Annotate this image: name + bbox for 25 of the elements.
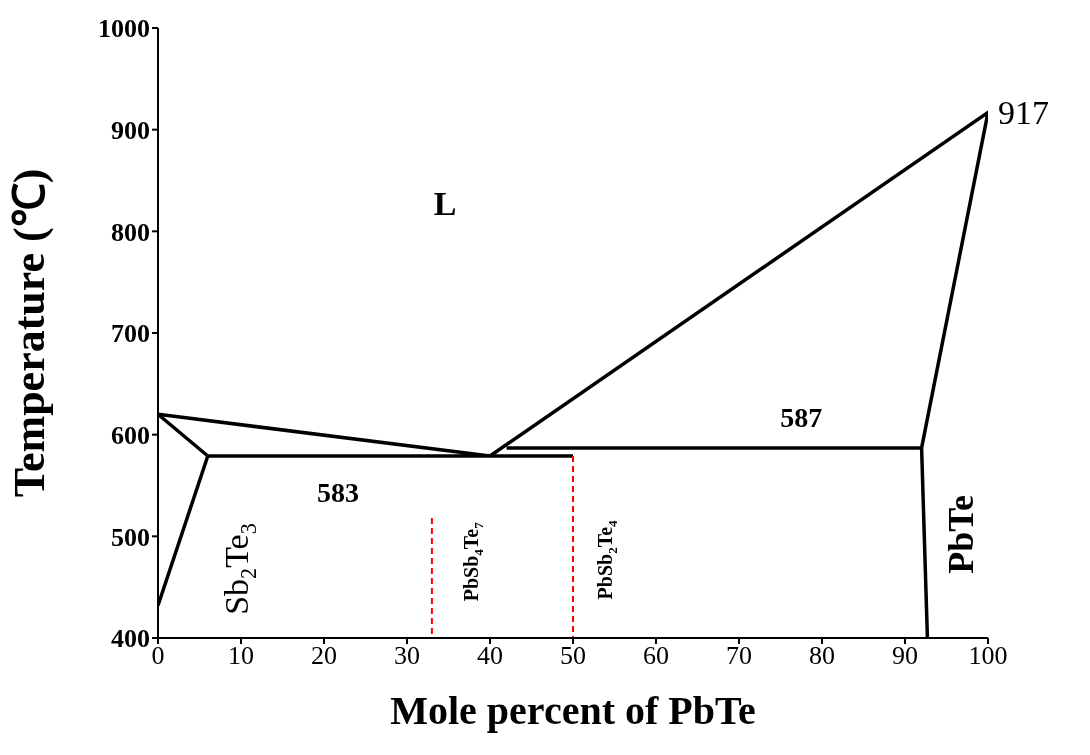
annotation: 583 xyxy=(317,476,360,508)
x-tick-label: 0 xyxy=(151,641,165,671)
y-tick-label: 800 xyxy=(111,217,150,247)
x-tick-label: 60 xyxy=(643,641,669,671)
x-axis-title: Mole percent of PbTe xyxy=(390,688,756,733)
y-tick-label: 400 xyxy=(111,624,150,654)
x-tick-label: 40 xyxy=(477,641,503,671)
annotation: PbTe xyxy=(940,494,981,574)
x-tick-label: 70 xyxy=(726,641,752,671)
y-tick-label: 1000 xyxy=(98,14,150,44)
annotation: 587 xyxy=(780,401,823,433)
y-tick-label: 900 xyxy=(111,115,150,145)
y-tick-label: 600 xyxy=(111,420,150,450)
x-tick-label: 90 xyxy=(892,641,918,671)
y-axis-title: Temperature (℃) xyxy=(4,168,54,498)
y-tick-label: 700 xyxy=(111,319,150,349)
x-tick-label: 50 xyxy=(560,641,586,671)
x-tick-label: 30 xyxy=(394,641,420,671)
x-tick-label: 100 xyxy=(968,641,1008,671)
y-tick-label: 500 xyxy=(111,522,150,552)
x-tick-label: 20 xyxy=(311,641,337,671)
annotation: 917 xyxy=(998,93,1049,131)
x-tick-label: 10 xyxy=(228,641,254,671)
annotation: L xyxy=(433,184,457,222)
x-tick-label: 80 xyxy=(809,641,835,671)
